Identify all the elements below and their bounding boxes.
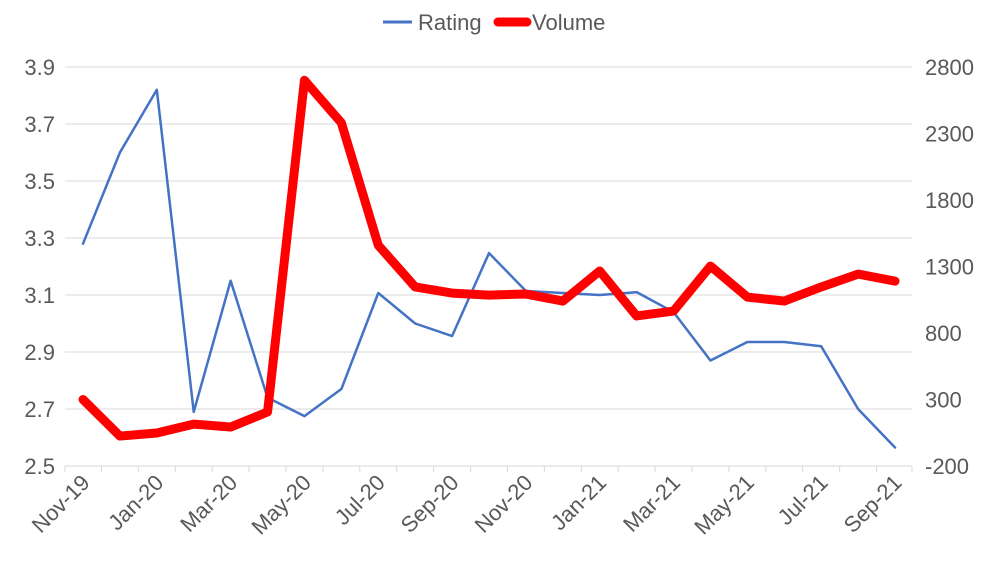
x-axis-tick-label: Nov-20 (470, 470, 538, 538)
right-axis-tick-label: -200 (925, 454, 969, 479)
left-axis-tick-label: 3.3 (24, 226, 55, 251)
x-axis-tick-label: Sep-21 (839, 470, 907, 538)
left-axis-tick-label: 2.5 (24, 454, 55, 479)
right-axis-tick-label: 300 (925, 388, 962, 413)
legend-rating-label: Rating (418, 10, 482, 35)
legend: Rating Volume (383, 10, 605, 35)
right-axis-tick-label: 800 (925, 321, 962, 346)
right-axis-tick-label: 2800 (925, 55, 974, 80)
left-axis-tick-label: 2.7 (24, 397, 55, 422)
x-axis-tick-label: Jan-20 (103, 470, 168, 535)
x-axis-tick-label: Jul-21 (773, 470, 833, 530)
gridlines (65, 67, 912, 409)
x-axis-tick-label: Jul-20 (330, 470, 390, 530)
left-axis-tick-label: 2.9 (24, 340, 55, 365)
x-axis-tick-label: May-20 (246, 470, 316, 540)
right-axis-tick-label: 2300 (925, 122, 974, 147)
left-axis-tick-label: 3.7 (24, 112, 55, 137)
x-axis-tick-label: Sep-20 (396, 470, 464, 538)
series-line-volume (83, 80, 895, 436)
right-axis-tick-label: 1300 (925, 255, 974, 280)
x-axis-tick-label: May-21 (689, 470, 759, 540)
x-axis-tick-label: Jan-21 (546, 470, 611, 535)
left-axis-tick-label: 3.9 (24, 55, 55, 80)
right-axis-tick-label: 1800 (925, 188, 974, 213)
series-lines (83, 80, 895, 447)
x-axis-tick-label: Mar-20 (175, 470, 242, 537)
left-axis-tick-label: 3.5 (24, 169, 55, 194)
x-axis-tick-label: Mar-21 (618, 470, 685, 537)
series-line-rating (83, 90, 895, 448)
x-axis-tick-label: Nov-19 (27, 470, 95, 538)
left-axis-tick-label: 3.1 (24, 283, 55, 308)
legend-volume-label: Volume (532, 10, 605, 35)
